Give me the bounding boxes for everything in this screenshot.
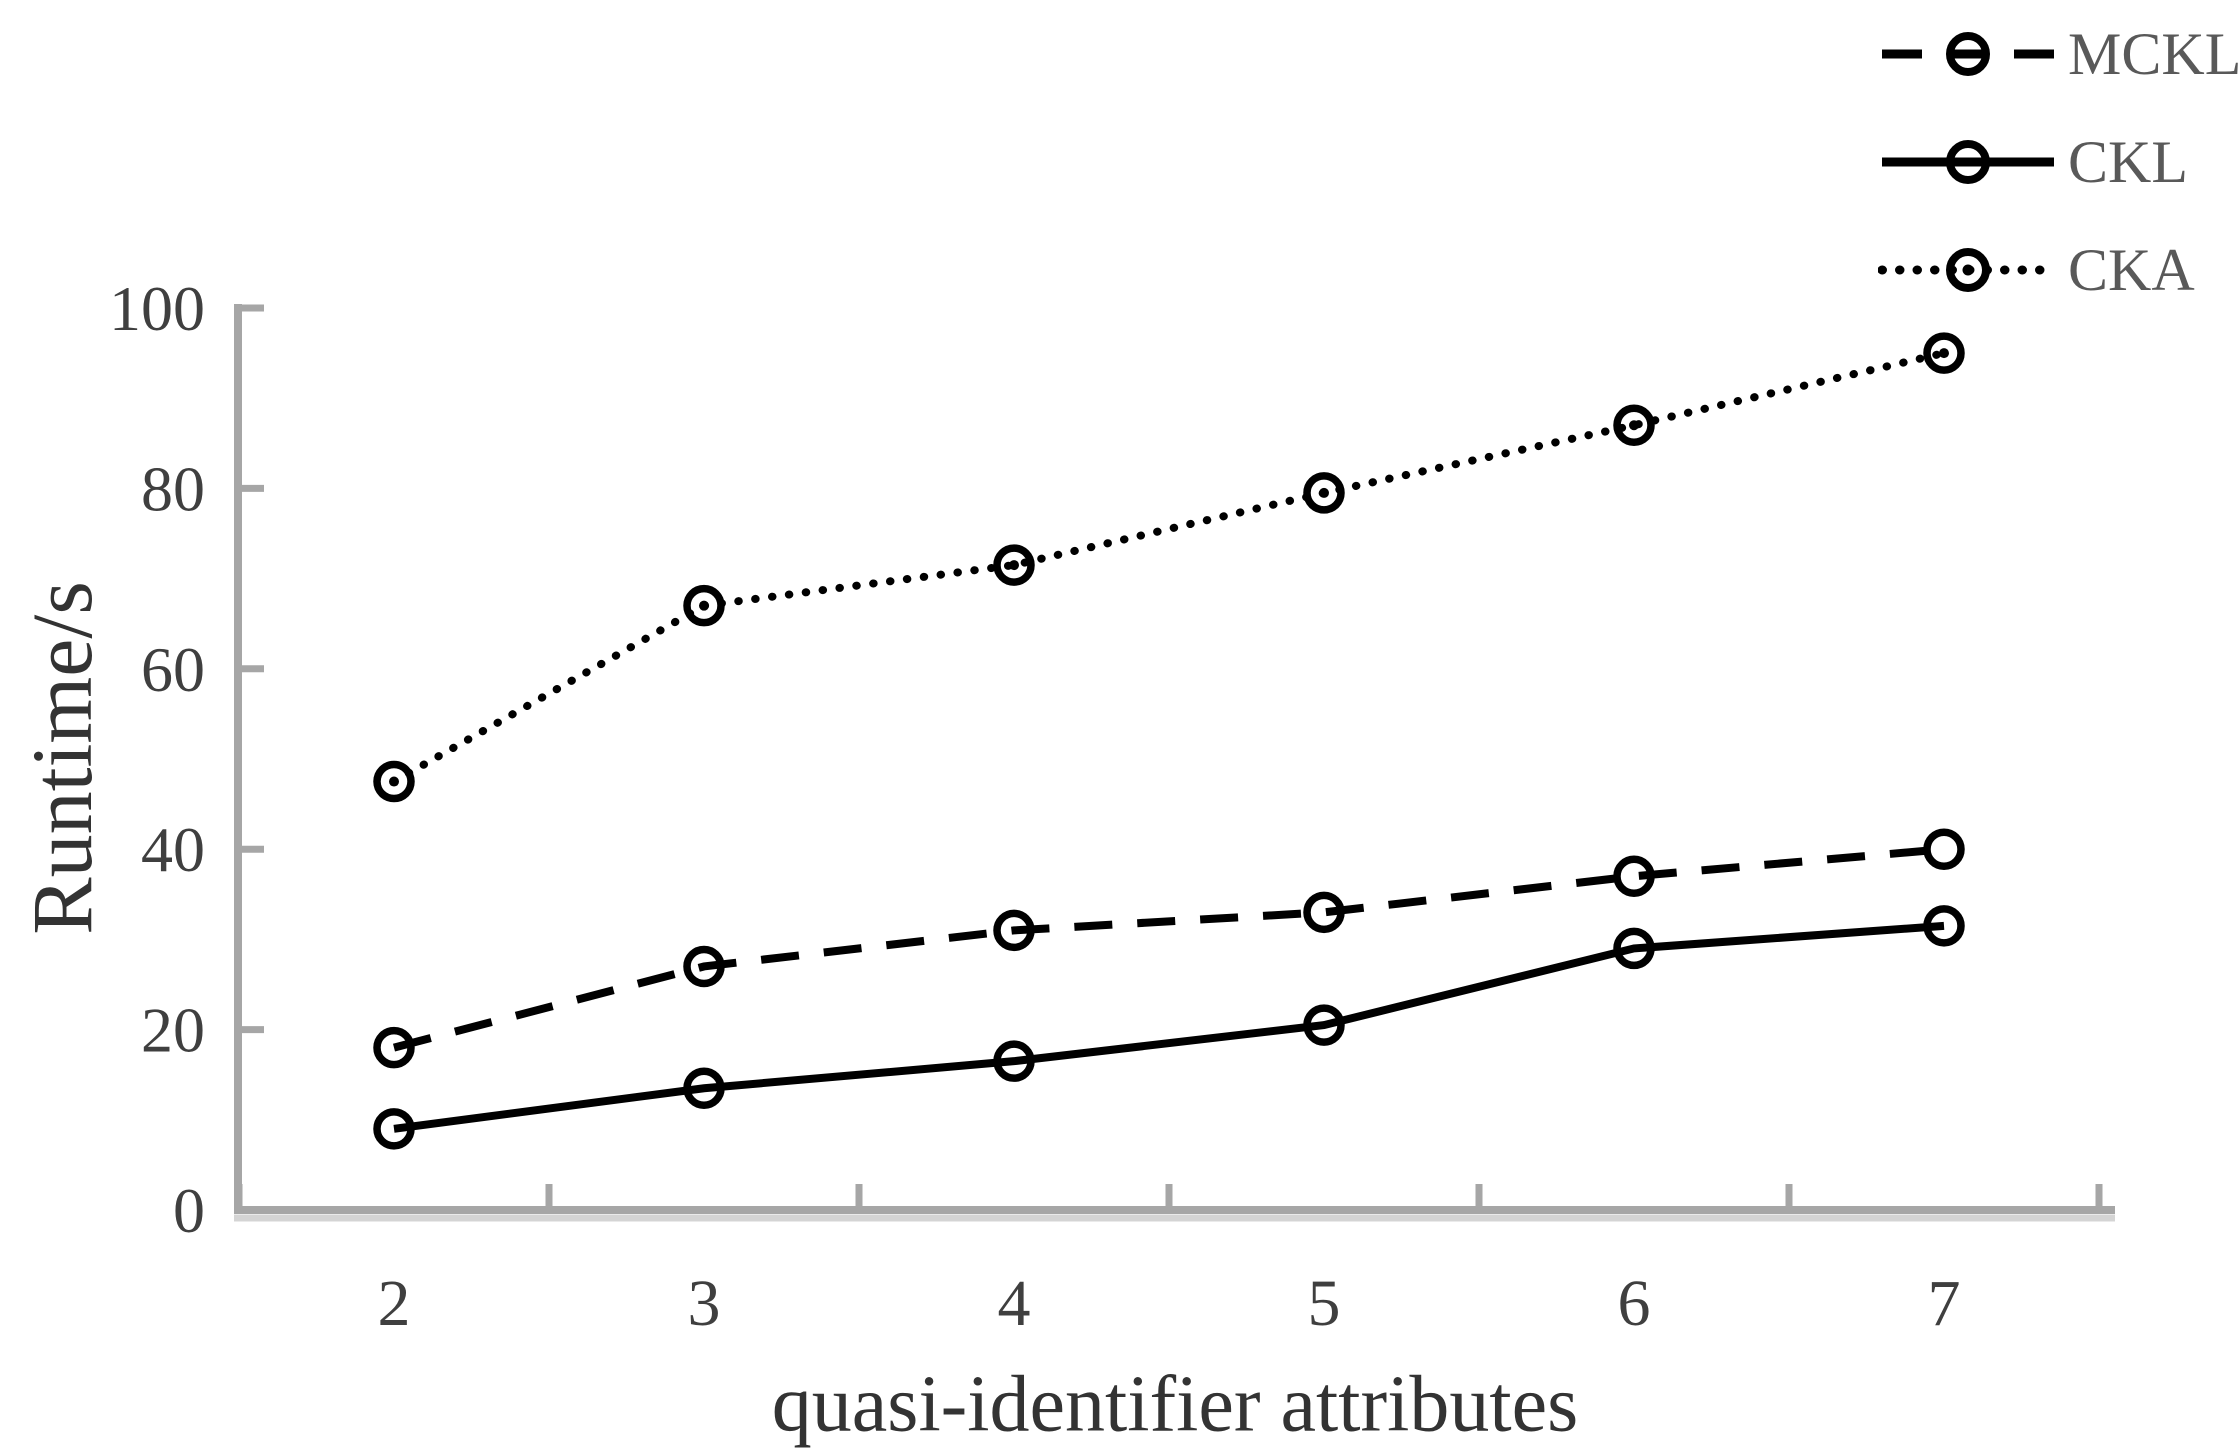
- solid-line-marker-icon: [1882, 140, 2054, 184]
- svg-text:7: 7: [1928, 1267, 1961, 1340]
- legend-item-mckl: MCKL: [1878, 0, 2238, 108]
- svg-text:20: 20: [141, 995, 205, 1066]
- svg-text:6: 6: [1618, 1267, 1651, 1340]
- svg-text:4: 4: [998, 1267, 1031, 1340]
- svg-text:40: 40: [141, 814, 205, 885]
- legend-label: CKL: [2068, 128, 2188, 195]
- dotted-line-marker-icon: [1878, 248, 2058, 292]
- legend-label: MCKL: [2068, 20, 2238, 87]
- svg-text:3: 3: [688, 1267, 721, 1340]
- svg-text:2: 2: [378, 1267, 411, 1340]
- svg-text:100: 100: [109, 273, 205, 344]
- legend-label: CKA: [2068, 236, 2195, 303]
- legend-item-ckl: CKL: [1878, 108, 2238, 216]
- svg-text:5: 5: [1308, 1267, 1341, 1340]
- svg-text:80: 80: [141, 453, 205, 524]
- dashed-line-marker-icon: [1882, 32, 2054, 76]
- x-axis-title: quasi-identifier attributes: [771, 1360, 1579, 1449]
- legend-item-cka: CKA: [1878, 216, 2238, 324]
- y-axis-title: Runtime/s: [14, 581, 110, 935]
- legend: MCKL CKL CKA: [1878, 0, 2238, 324]
- svg-text:60: 60: [141, 634, 205, 705]
- svg-text:0: 0: [173, 1175, 205, 1246]
